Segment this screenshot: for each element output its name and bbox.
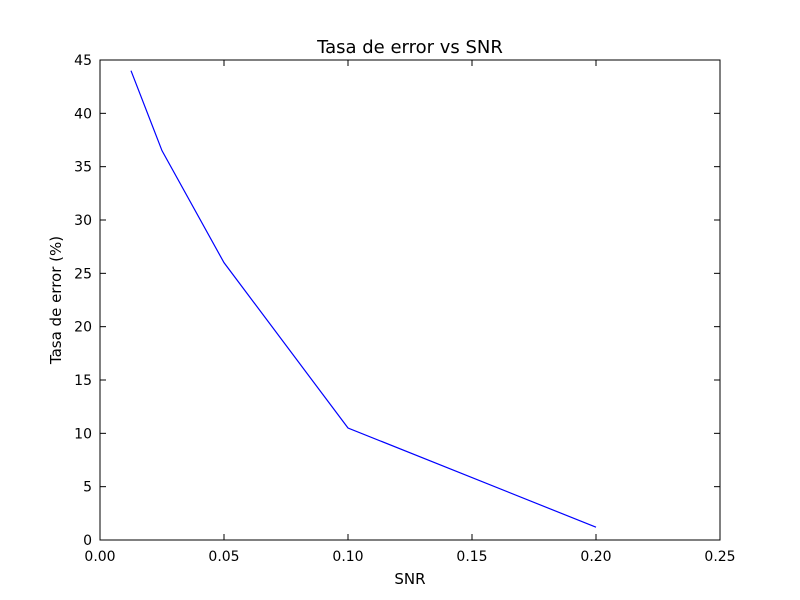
x-tick-label: 0.05 — [208, 549, 239, 565]
x-tick-label: 0.25 — [704, 549, 735, 565]
y-tick-label: 0 — [83, 533, 92, 549]
y-tick-label: 40 — [74, 106, 92, 122]
x-tick-label: 0.10 — [332, 549, 363, 565]
x-tick-label: 0.15 — [456, 549, 487, 565]
y-tick-label: 5 — [83, 480, 92, 496]
y-tick-label: 45 — [74, 53, 92, 69]
y-tick-label: 15 — [74, 373, 92, 389]
tick-labels: 0.00 0.05 0.10 0.15 0.20 0.25 0 5 10 15 20 25 30 35 40… — [74, 53, 735, 565]
y-tick-label: 30 — [74, 213, 92, 229]
ticks — [99, 59, 721, 541]
plot-area — [99, 59, 721, 541]
plot-frame — [99, 59, 721, 541]
y-tick-label: 35 — [74, 160, 92, 176]
y-tick-label: 10 — [74, 426, 92, 442]
x-tick-label: 0.00 — [84, 549, 115, 565]
y-tick-label: 25 — [74, 266, 92, 282]
series-layer — [130, 70, 597, 528]
series-line — [130, 70, 597, 528]
y-axis-label: Tasa de error (%) — [47, 236, 65, 365]
x-tick-label: 0.20 — [580, 549, 611, 565]
x-axis-label: SNR — [394, 570, 425, 588]
chart-title: Tasa de error vs SNR — [316, 37, 503, 58]
y-tick-label: 20 — [74, 320, 92, 336]
